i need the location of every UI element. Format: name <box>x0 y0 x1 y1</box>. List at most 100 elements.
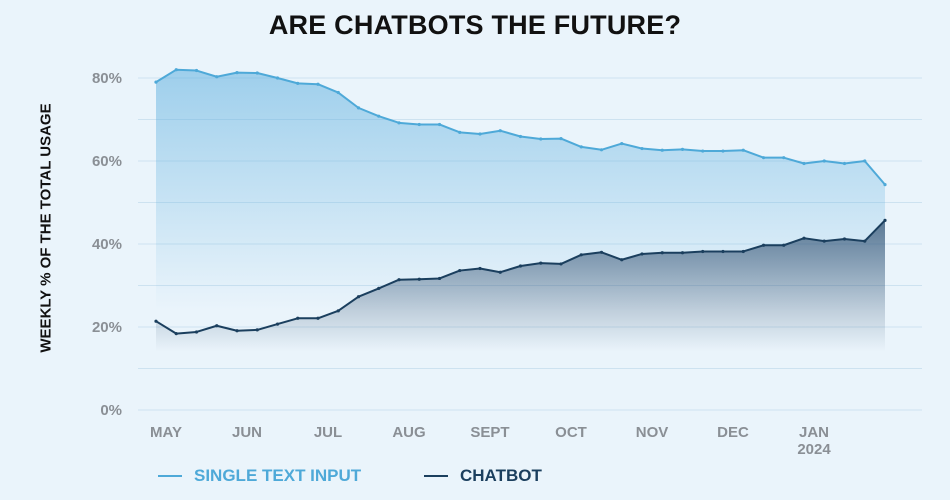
legend-item-chatbot: CHATBOT <box>424 466 542 486</box>
data-point-single-text-input <box>235 71 239 75</box>
data-point-chatbot <box>478 266 482 271</box>
data-point-chatbot <box>174 332 178 336</box>
data-point-chatbot <box>559 262 563 266</box>
x-tick-label: JAN 2024 <box>797 424 831 458</box>
legend-item-single-text-input: SINGLE TEXT INPUT <box>158 466 361 486</box>
data-point-chatbot <box>842 237 847 241</box>
data-point-chatbot <box>377 286 381 291</box>
data-point-single-text-input <box>680 147 685 151</box>
data-point-single-text-input <box>620 141 624 146</box>
data-point-chatbot <box>782 243 786 247</box>
data-point-single-text-input <box>842 161 847 166</box>
data-point-single-text-input <box>417 122 421 127</box>
data-point-single-text-input <box>478 132 482 136</box>
data-point-single-text-input <box>518 134 523 139</box>
y-tick-labels: 0% 20% 40% 60% 80% <box>92 70 122 419</box>
y-tick-label: 80% <box>92 70 122 87</box>
y-tick-label: 0% <box>100 402 122 419</box>
x-tick-label: DEC <box>717 424 749 441</box>
data-point-single-text-input <box>194 68 199 73</box>
data-point-single-text-input <box>579 145 583 149</box>
data-point-single-text-input <box>154 80 158 84</box>
y-tick-label: 20% <box>92 319 122 336</box>
data-point-chatbot <box>680 251 685 255</box>
data-point-single-text-input <box>802 161 806 166</box>
data-point-single-text-input <box>458 130 462 134</box>
data-point-single-text-input <box>498 129 502 133</box>
area-fills <box>156 69 885 352</box>
data-point-chatbot <box>154 319 158 323</box>
data-point-single-text-input <box>761 156 766 160</box>
data-point-single-text-input <box>741 148 745 152</box>
data-point-single-text-input <box>296 81 300 85</box>
legend-label-chatbot: CHATBOT <box>460 466 542 485</box>
legend-swatch-single-text-input <box>158 475 182 477</box>
legend-swatch-chatbot <box>424 475 448 477</box>
data-point-single-text-input <box>721 149 725 153</box>
data-point-single-text-input <box>255 71 259 75</box>
data-point-single-text-input <box>782 156 786 160</box>
data-point-single-text-input <box>559 136 563 141</box>
legend: SINGLE TEXT INPUT CHATBOT <box>0 466 950 490</box>
data-point-chatbot <box>701 249 705 254</box>
data-point-single-text-input <box>275 76 280 80</box>
data-point-chatbot <box>296 316 300 320</box>
data-point-chatbot <box>883 218 887 222</box>
series-lines <box>154 68 887 336</box>
data-point-single-text-input <box>397 121 401 125</box>
data-point-single-text-input <box>883 183 887 187</box>
data-point-single-text-input <box>316 82 320 86</box>
data-point-chatbot <box>417 277 421 281</box>
data-point-single-text-input <box>863 159 867 163</box>
y-tick-label: 60% <box>92 153 122 170</box>
data-point-chatbot <box>437 276 442 281</box>
data-point-single-text-input <box>174 68 178 72</box>
x-tick-label: SEPT <box>470 424 509 441</box>
data-point-chatbot <box>498 270 502 274</box>
data-point-chatbot <box>599 250 604 254</box>
x-tick-label: JUL <box>314 424 342 441</box>
x-tick-label: AUG <box>392 424 425 441</box>
data-point-chatbot <box>356 295 361 299</box>
data-point-chatbot <box>255 328 259 332</box>
x-tick-label: MAY <box>150 424 182 441</box>
y-tick-label: 40% <box>92 236 122 253</box>
data-point-chatbot <box>579 253 583 257</box>
data-point-chatbot <box>822 239 826 243</box>
data-point-chatbot <box>336 309 340 313</box>
legend-label-single-text-input: SINGLE TEXT INPUT <box>194 466 362 485</box>
data-point-single-text-input <box>599 148 604 152</box>
data-point-chatbot <box>741 249 745 254</box>
data-point-chatbot <box>458 268 462 273</box>
data-point-chatbot <box>397 278 401 282</box>
data-point-chatbot <box>721 249 725 254</box>
x-tick-labels: MAY JUN JUL AUG SEPT OCT NOV DEC JAN 2024 <box>150 424 831 458</box>
data-point-single-text-input <box>377 114 381 118</box>
data-point-chatbot <box>518 264 523 268</box>
data-point-single-text-input <box>437 122 442 127</box>
data-point-chatbot <box>194 330 199 334</box>
data-point-chatbot <box>640 252 644 256</box>
data-point-chatbot <box>620 258 624 262</box>
data-point-single-text-input <box>336 90 340 95</box>
data-point-single-text-input <box>822 159 826 163</box>
x-tick-label: NOV <box>636 424 669 441</box>
data-point-chatbot <box>275 322 280 326</box>
data-point-single-text-input <box>640 146 644 151</box>
data-point-chatbot <box>539 261 543 265</box>
data-point-single-text-input <box>356 106 361 110</box>
data-point-chatbot <box>215 324 219 328</box>
data-point-chatbot <box>761 243 766 247</box>
data-point-chatbot <box>660 251 664 255</box>
x-tick-label: JUN <box>232 424 262 441</box>
x-tick-label: OCT <box>555 424 587 441</box>
area-chatbot <box>156 220 885 352</box>
data-point-single-text-input <box>701 149 705 153</box>
chart-title: ARE CHATBOTS THE FUTURE? <box>268 10 682 40</box>
data-point-chatbot <box>802 236 806 240</box>
data-point-chatbot <box>235 329 239 333</box>
data-point-single-text-input <box>215 75 219 79</box>
data-point-single-text-input <box>660 148 664 152</box>
data-point-chatbot <box>863 239 867 243</box>
